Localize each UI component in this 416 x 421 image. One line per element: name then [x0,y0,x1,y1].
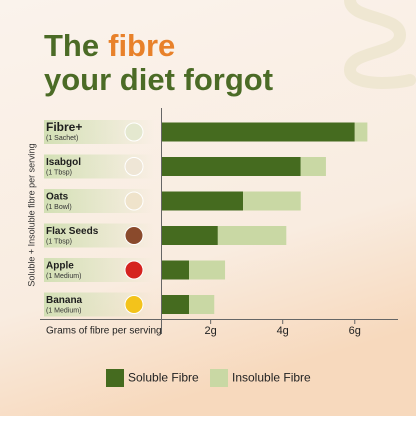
x-tick-label: 2g [205,325,217,337]
bar-soluble [162,295,190,314]
icon [124,122,144,142]
category-sublabel: (1 Sachet) [46,135,78,142]
decoration [343,0,416,89]
category-label: Fibre+ [46,120,82,134]
category-label: Isabgol [46,157,81,168]
bar-soluble [162,191,244,211]
icon [124,191,144,211]
category-label: Oats [46,192,69,203]
category-sublabel: (1 Tbsp) [46,238,72,245]
legend-label: Soluble Fibre [128,371,199,385]
bar-insoluble [300,157,326,176]
category-label: Banana [46,295,83,306]
icon [124,260,144,280]
bar-insoluble [189,260,226,280]
bar-soluble [162,260,190,280]
category-sublabel: (1 Medium) [46,307,81,314]
bar-insoluble [354,122,368,142]
y-axis-label: Soluble + Insoluble fibre per serving [26,143,36,286]
legend-swatch [106,369,124,387]
title-highlight: fibre [108,28,175,63]
category-sublabel: (1 Tbsp) [46,169,72,176]
category-label: Flax Seeds [46,226,99,237]
bar-soluble [162,226,218,245]
category-sublabel: (1 Medium) [46,273,81,280]
bar-soluble [162,157,301,176]
icon [124,157,144,176]
icon [124,226,144,245]
chart-title: The fibre [44,28,175,63]
category-label: Apple [46,261,74,272]
x-tick-label: 6g [349,325,361,337]
category-sublabel: (1 Bowl) [46,204,72,211]
legend-swatch [210,369,228,387]
icon [124,295,144,314]
bar-insoluble [189,295,215,314]
bar-insoluble [243,191,301,211]
x-tick-label: 4g [277,325,289,337]
chart-title: your diet forgot [44,62,273,97]
legend-label: Insoluble Fibre [232,371,311,385]
title-part: The [44,28,99,63]
bar-insoluble [217,226,287,245]
bar-soluble [162,122,355,142]
x-axis-label: Grams of fibre per serving [46,326,162,337]
